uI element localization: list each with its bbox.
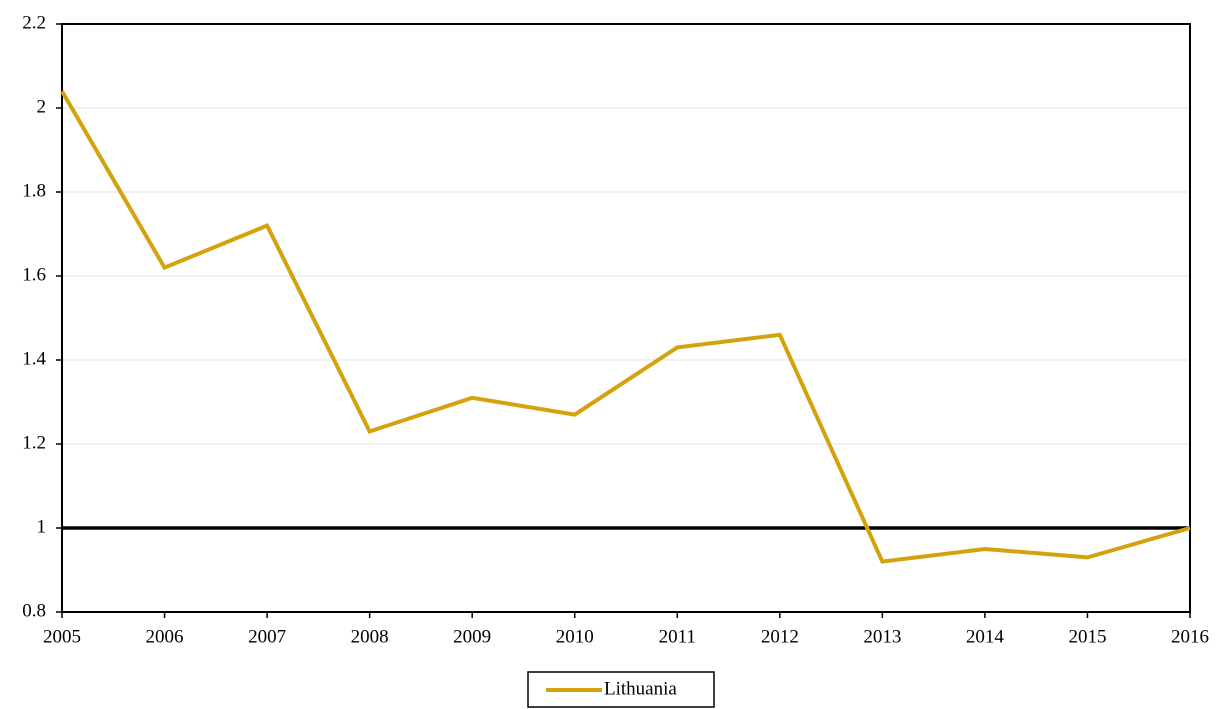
y-tick-label: 2 [37,96,47,117]
x-tick-label: 2007 [248,626,286,647]
y-tick-label: 1 [37,516,47,537]
plot-frame [61,23,1191,613]
x-tick-label: 2014 [966,626,1005,647]
x-tick-label: 2011 [659,626,696,647]
y-tick-label: 1.4 [22,348,46,369]
x-tick-label: 2005 [43,626,81,647]
x-tick-label: 2016 [1171,626,1209,647]
y-tick-label: 1.6 [22,264,46,285]
x-tick-label: 2010 [556,626,594,647]
x-tick-label: 2009 [453,626,491,647]
y-tick-label: 1.2 [22,432,46,453]
legend-label: Lithuania [604,678,677,699]
y-tick-label: 0.8 [22,600,46,621]
x-tick-label: 2013 [863,626,901,647]
y-tick-label: 1.8 [22,180,46,201]
x-tick-label: 2006 [146,626,184,647]
y-tick-label: 2.2 [22,12,46,33]
x-tick-label: 2012 [761,626,799,647]
x-tick-label: 2008 [351,626,389,647]
x-tick-label: 2015 [1068,626,1106,647]
data-line [60,90,1191,564]
